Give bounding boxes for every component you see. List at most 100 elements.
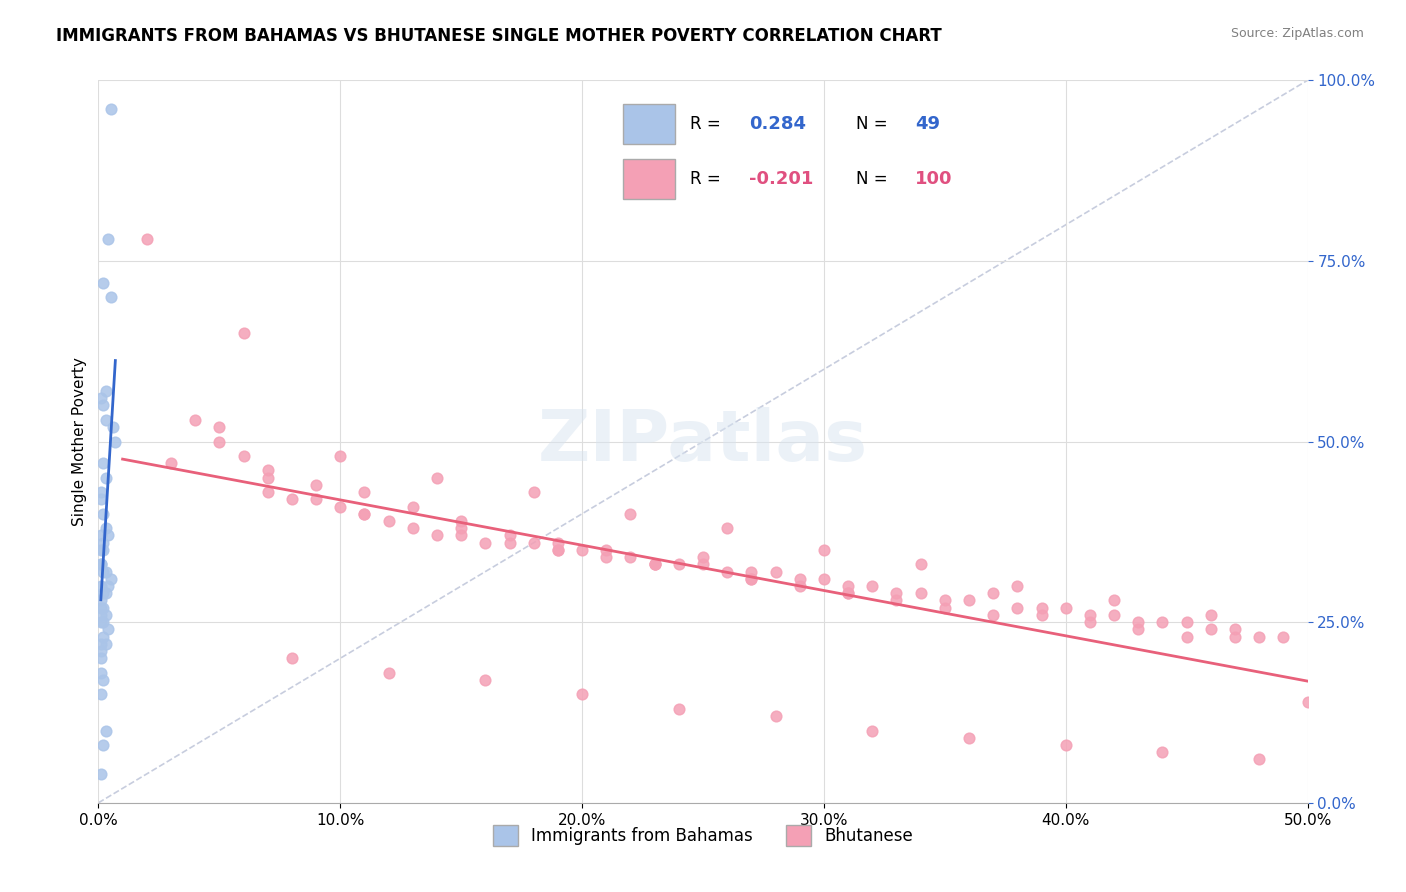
Point (474, 535, 496, 549)
Point (90, 607, 112, 622)
Point (91, 565, 114, 579)
Point (94, 723, 117, 738)
Point (644, 558, 666, 572)
Text: IMMIGRANTS FROM BAHAMAS VS BHUTANESE SINGLE MOTHER POVERTY CORRELATION CHART: IMMIGRANTS FROM BAHAMAS VS BHUTANESE SIN… (56, 27, 942, 45)
Point (1078, 607, 1101, 622)
Point (1054, 738, 1077, 752)
Bar (623, 159, 675, 199)
Point (547, 542, 569, 557)
Point (498, 535, 520, 549)
Point (860, 723, 883, 738)
Point (571, 687, 593, 701)
Point (1249, 630, 1271, 644)
Point (90, 485, 112, 500)
Point (256, 485, 278, 500)
Point (981, 586, 1004, 600)
Point (256, 470, 278, 484)
Point (94, 384, 117, 398)
Point (957, 593, 980, 607)
Point (813, 572, 835, 586)
Text: 0.284: 0.284 (749, 115, 807, 133)
Point (1175, 630, 1198, 644)
Point (813, 542, 835, 557)
Point (100, 572, 122, 586)
Point (1296, 695, 1319, 709)
Point (450, 521, 472, 535)
Point (644, 558, 666, 572)
Point (100, 102, 122, 116)
Point (232, 326, 254, 340)
Point (90, 687, 112, 701)
Point (1272, 630, 1295, 644)
Point (135, 232, 157, 246)
Point (837, 586, 859, 600)
Point (1152, 745, 1174, 759)
Point (353, 485, 375, 500)
Point (377, 665, 399, 680)
Point (644, 558, 666, 572)
Point (305, 478, 328, 492)
Text: 49: 49 (915, 115, 939, 133)
Point (1223, 630, 1246, 644)
Text: R =: R = (690, 115, 731, 133)
Point (329, 500, 352, 514)
Point (789, 579, 811, 593)
Point (90, 558, 112, 572)
Point (94, 637, 117, 651)
Point (208, 434, 231, 449)
Point (90, 492, 112, 507)
Point (910, 558, 932, 572)
Point (1128, 615, 1150, 630)
Point (94, 413, 117, 427)
Point (232, 449, 254, 463)
Point (90, 767, 112, 781)
Point (97, 623, 120, 637)
Point (740, 572, 762, 586)
Point (1199, 623, 1222, 637)
Point (94, 565, 117, 579)
Text: N =: N = (856, 115, 898, 133)
Point (97, 232, 120, 246)
Point (595, 550, 617, 565)
Legend: Immigrants from Bahamas, Bhutanese: Immigrants from Bahamas, Bhutanese (486, 819, 920, 852)
Point (160, 456, 183, 470)
Point (1199, 607, 1222, 622)
Point (1031, 600, 1053, 615)
Point (353, 507, 375, 521)
Text: -0.201: -0.201 (749, 170, 814, 188)
Point (1152, 615, 1174, 630)
Point (90, 391, 112, 405)
Point (208, 420, 231, 434)
Point (281, 651, 304, 665)
Point (1007, 600, 1029, 615)
Point (91, 535, 114, 549)
Text: Source: ZipAtlas.com: Source: ZipAtlas.com (1230, 27, 1364, 40)
Point (426, 470, 449, 484)
Point (402, 500, 425, 514)
Point (104, 434, 127, 449)
Point (498, 528, 520, 542)
Point (90, 528, 112, 542)
Point (184, 413, 207, 427)
Point (740, 572, 762, 586)
Point (91, 630, 114, 644)
Point (716, 565, 738, 579)
Point (886, 586, 908, 600)
Point (547, 535, 569, 549)
Point (765, 709, 787, 723)
Point (571, 542, 593, 557)
Point (353, 507, 375, 521)
Point (692, 558, 714, 572)
Point (100, 290, 122, 304)
Point (716, 521, 738, 535)
Y-axis label: Single Mother Poverty: Single Mother Poverty (72, 357, 87, 526)
Point (101, 420, 124, 434)
Point (91, 600, 114, 615)
Point (305, 492, 328, 507)
Point (668, 558, 690, 572)
Point (547, 542, 569, 557)
Point (934, 600, 956, 615)
Point (474, 673, 496, 687)
Point (90, 637, 112, 651)
Text: N =: N = (856, 170, 893, 188)
